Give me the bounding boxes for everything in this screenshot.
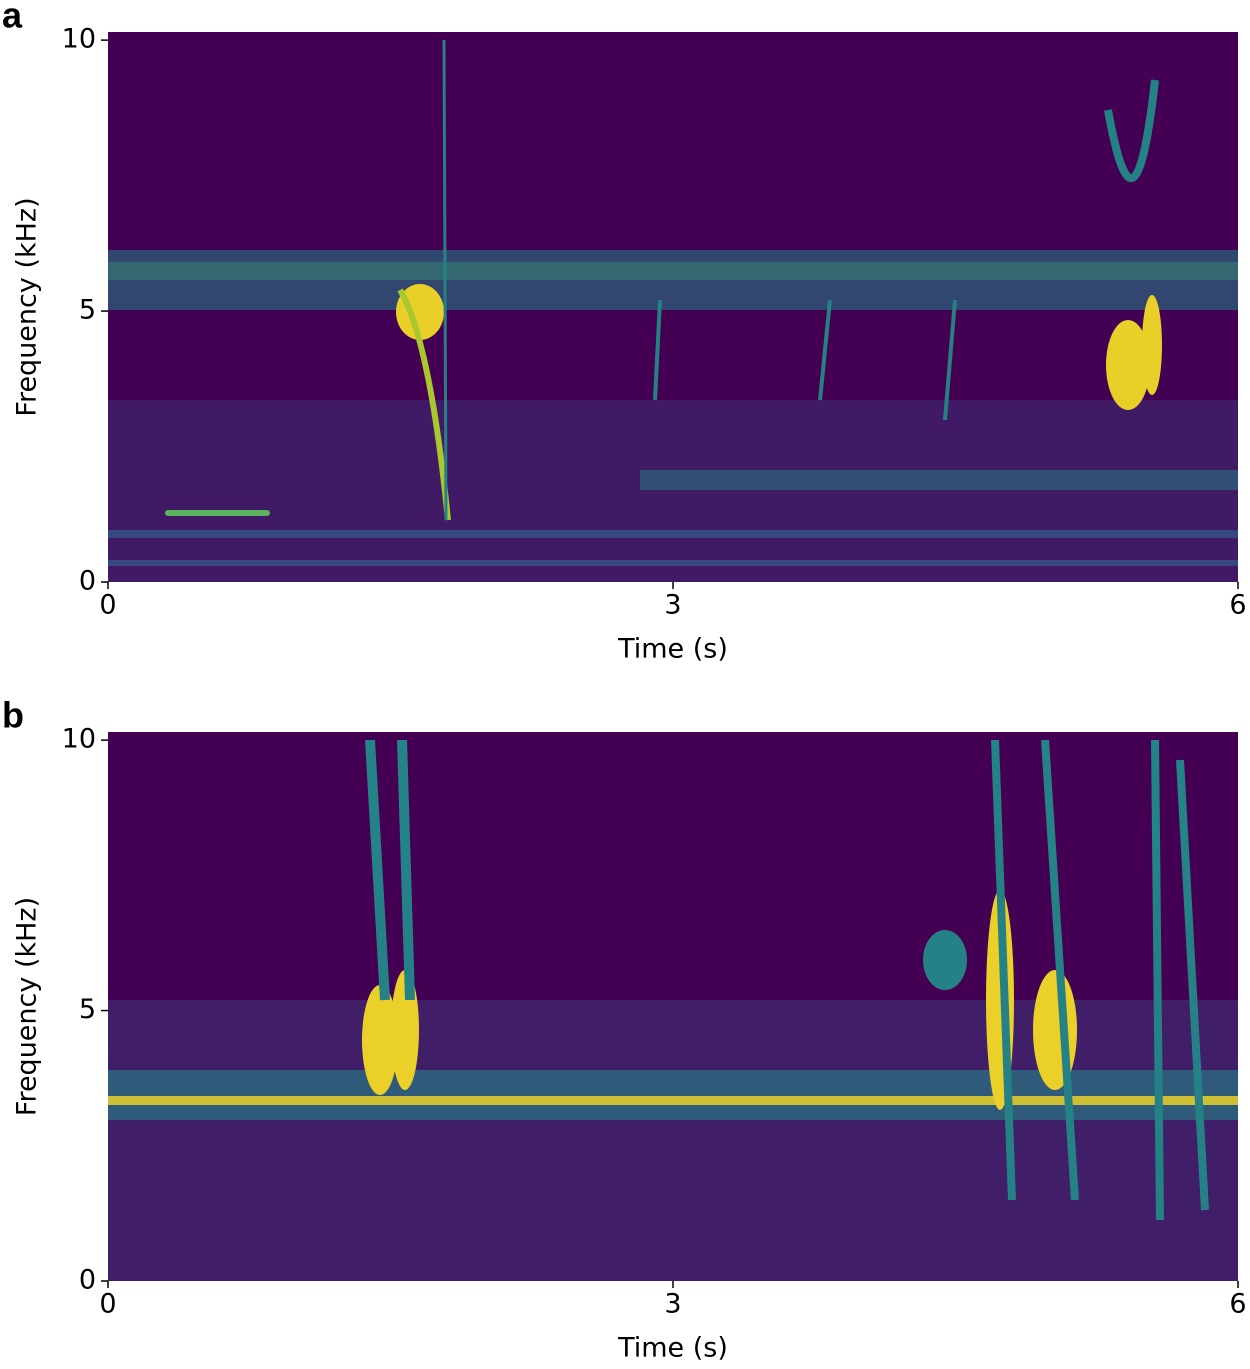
- x-tick-label: 6: [1229, 590, 1246, 621]
- x-tick-label: 6: [1229, 1289, 1246, 1320]
- x-tick-label: 3: [664, 590, 681, 621]
- y-axis-label: Frequency (kHz): [12, 897, 43, 1116]
- x-tick-label: 0: [99, 1289, 116, 1320]
- x-axis-label: Time (s): [617, 1333, 728, 1364]
- spectrogram-texture: [108, 739, 1238, 1281]
- plot-area: [108, 32, 1238, 582]
- y-tick-label: 10: [62, 24, 96, 55]
- y-tick-label: 0: [79, 1265, 96, 1296]
- x-axis-label: Time (s): [617, 634, 728, 665]
- x-tick-label: 3: [664, 1289, 681, 1320]
- panel-label: a: [2, 0, 23, 36]
- y-tick-label: 10: [62, 724, 96, 755]
- y-tick-label: 0: [79, 566, 96, 597]
- x-tick-label: 0: [99, 590, 116, 621]
- y-axis-label: Frequency (kHz): [12, 197, 43, 416]
- panel-a-background: [108, 32, 1238, 582]
- y-tick-label: 5: [79, 295, 96, 326]
- y-tick-label: 5: [79, 994, 96, 1025]
- panel-label: b: [2, 695, 24, 736]
- spectrogram-texture: [108, 39, 1238, 582]
